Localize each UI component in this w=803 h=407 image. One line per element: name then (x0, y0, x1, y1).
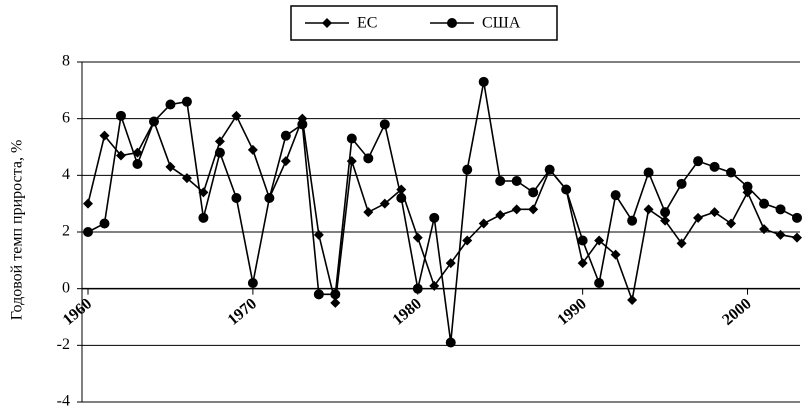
y-axis-label: Годовой темп прироста, % (9, 140, 26, 321)
marker (660, 207, 671, 218)
legend-marker (447, 18, 457, 28)
x-tick-label: 1990 (554, 295, 589, 329)
marker (165, 99, 176, 110)
marker (726, 218, 737, 229)
marker (445, 258, 456, 269)
marker (330, 297, 341, 308)
marker (181, 173, 192, 184)
x-tick-label: 1960 (60, 295, 95, 329)
marker (660, 215, 671, 226)
marker (693, 156, 704, 167)
x-tick-label: 1970 (225, 295, 260, 329)
marker (462, 235, 473, 246)
x-tick-label: 2000 (719, 295, 754, 329)
marker (792, 232, 802, 243)
y-tick-label: -2 (57, 336, 70, 353)
marker (759, 224, 770, 235)
marker (214, 147, 225, 158)
marker (429, 280, 440, 291)
marker (165, 161, 176, 172)
marker (445, 337, 456, 348)
marker (280, 156, 291, 167)
marker (412, 232, 423, 243)
marker (297, 119, 308, 130)
marker (495, 210, 506, 220)
y-tick-label: 6 (62, 109, 70, 126)
marker (478, 218, 489, 229)
marker (676, 238, 687, 249)
marker (83, 227, 93, 237)
marker (528, 187, 539, 198)
marker (759, 198, 770, 209)
marker (643, 167, 654, 178)
marker (610, 190, 621, 201)
marker (198, 212, 209, 223)
marker (231, 193, 242, 203)
marker (495, 176, 506, 186)
y-tick-label: 4 (62, 166, 70, 183)
marker (148, 116, 159, 127)
marker (693, 212, 704, 223)
marker (115, 150, 126, 161)
y-tick-label: 0 (62, 279, 70, 296)
marker (412, 283, 423, 294)
marker (511, 176, 522, 186)
marker (264, 193, 275, 203)
marker (478, 76, 489, 87)
marker (181, 96, 192, 107)
marker (346, 133, 357, 144)
y-tick-label: 8 (62, 53, 70, 70)
marker (610, 249, 621, 260)
legend-marker (322, 18, 332, 28)
marker (379, 198, 390, 209)
marker (742, 181, 753, 192)
marker (627, 295, 638, 305)
marker (214, 136, 225, 147)
legend-label: США (482, 15, 521, 32)
marker (577, 258, 588, 269)
marker (429, 212, 440, 223)
marker (627, 215, 638, 226)
y-tick-label: 2 (62, 223, 70, 240)
marker (544, 164, 555, 175)
legend: ЕС США (290, 5, 558, 41)
marker (396, 193, 407, 203)
marker (313, 229, 324, 240)
marker (280, 130, 291, 141)
marker (594, 278, 605, 288)
marker (83, 198, 93, 209)
marker (462, 164, 473, 175)
marker (792, 212, 802, 223)
marker (313, 289, 324, 300)
marker (709, 207, 720, 218)
marker (775, 204, 786, 215)
marker (363, 207, 374, 218)
marker (99, 130, 110, 141)
marker (330, 289, 341, 300)
series-line (87, 81, 798, 343)
marker (676, 178, 687, 189)
y-tick-label: -4 (57, 393, 70, 407)
marker (115, 110, 126, 121)
marker (379, 119, 390, 130)
marker (709, 161, 720, 172)
marker (99, 218, 110, 229)
x-tick-label: 1980 (390, 295, 425, 329)
marker (511, 204, 522, 215)
marker (577, 235, 588, 246)
marker (528, 204, 539, 215)
marker (247, 278, 258, 288)
marker (726, 167, 737, 178)
marker (775, 229, 786, 240)
marker (231, 110, 242, 121)
marker (132, 159, 143, 169)
marker (363, 153, 374, 164)
marker (594, 235, 605, 246)
legend-label: ЕС (357, 15, 377, 32)
marker (561, 184, 572, 195)
marker (643, 204, 654, 215)
marker (247, 144, 258, 155)
